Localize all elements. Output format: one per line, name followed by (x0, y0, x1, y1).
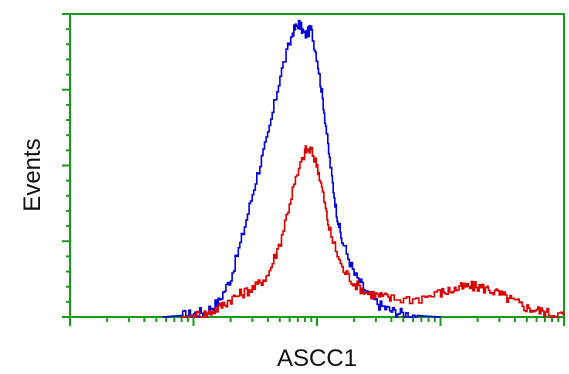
series-line-1 (162, 19, 442, 318)
y-axis-label: Events (19, 138, 46, 211)
series-line-2 (181, 145, 565, 318)
x-axis-label: ASCC1 (277, 345, 357, 372)
axis-ticks (62, 13, 565, 326)
histogram-curves (162, 19, 565, 318)
